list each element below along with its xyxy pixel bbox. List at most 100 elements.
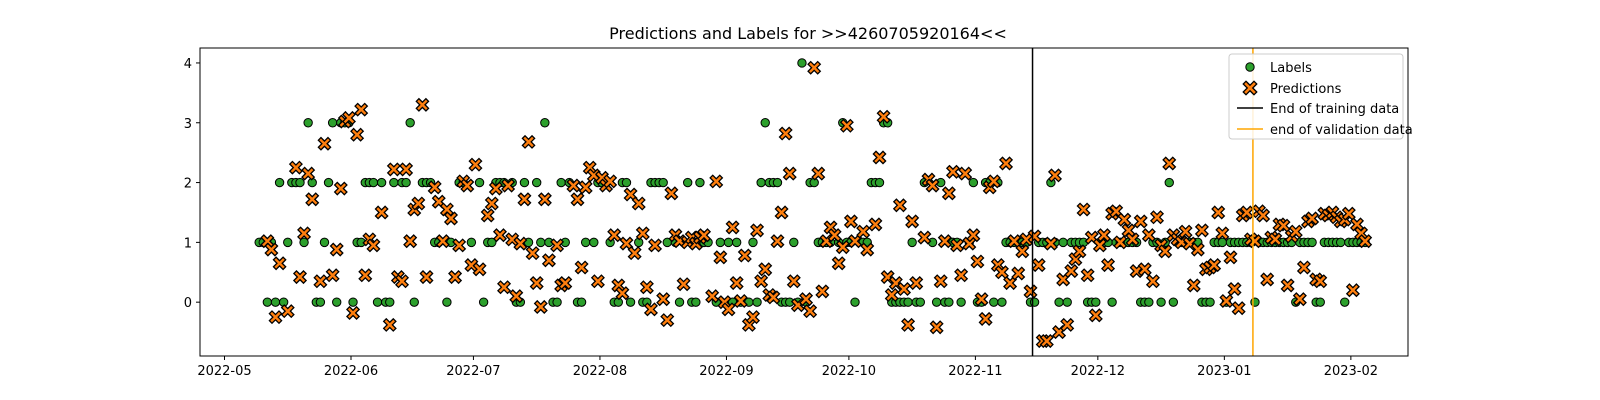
prediction-point <box>558 276 573 291</box>
label-point <box>731 237 742 248</box>
prediction-point <box>366 238 381 253</box>
prediction-point <box>517 192 532 207</box>
prediction-point <box>374 205 389 220</box>
prediction-point <box>1068 252 1083 267</box>
prediction-point <box>872 150 887 165</box>
prediction-point <box>382 317 397 332</box>
label-point <box>1168 297 1179 307</box>
prediction-point <box>827 228 842 243</box>
prediction-point <box>497 280 512 295</box>
label-point <box>1107 297 1117 307</box>
label-point <box>1156 297 1166 307</box>
prediction-point <box>533 299 548 314</box>
prediction-point <box>627 246 642 261</box>
prediction-point <box>1011 266 1026 281</box>
prediction-point <box>672 234 687 249</box>
label-point <box>589 237 599 248</box>
prediction-point <box>754 274 769 289</box>
prediction-point <box>807 60 822 75</box>
label-point <box>376 177 387 188</box>
prediction-point <box>676 277 691 292</box>
label-point <box>323 177 334 188</box>
prediction-point <box>856 224 871 239</box>
label-point <box>997 297 1007 307</box>
label-point <box>348 297 358 307</box>
prediction-point <box>1280 278 1295 293</box>
label-point <box>691 297 701 307</box>
prediction-point <box>1052 325 1067 340</box>
prediction-point <box>909 276 924 291</box>
prediction-point <box>272 256 287 271</box>
label-point <box>519 177 530 188</box>
label-point <box>621 177 632 188</box>
label-point <box>552 297 562 307</box>
label-point <box>536 237 546 248</box>
prediction-point <box>950 238 965 253</box>
prediction-point <box>1084 230 1099 245</box>
label-point <box>270 297 281 307</box>
prediction-point <box>611 278 626 293</box>
prediction-point <box>435 234 450 249</box>
prediction-point <box>1256 208 1271 223</box>
prediction-point <box>566 178 581 193</box>
prediction-point <box>998 156 1014 171</box>
label-point <box>944 297 954 307</box>
legend-marker-labels <box>1245 62 1255 72</box>
x-tick-label: 2022-06 <box>324 364 378 379</box>
prediction-point <box>1341 206 1356 221</box>
prediction-point <box>725 220 740 235</box>
prediction-point <box>1268 232 1283 247</box>
prediction-point <box>905 214 920 229</box>
prediction-point <box>1101 258 1116 273</box>
prediction-point <box>484 196 499 211</box>
x-tick-label: 2022-07 <box>446 364 500 379</box>
prediction-point <box>1137 262 1152 277</box>
prediction-point <box>892 198 907 213</box>
prediction-point <box>831 256 846 271</box>
prediction-point <box>1219 293 1234 309</box>
prediction-point <box>1060 317 1075 332</box>
prediction-point <box>1305 211 1320 226</box>
label-point <box>968 177 979 188</box>
prediction-point <box>1239 205 1254 220</box>
label-point <box>989 297 999 307</box>
prediction-point <box>419 270 434 285</box>
prediction-point <box>770 234 785 249</box>
prediction-point <box>656 292 671 307</box>
prediction-point <box>758 262 773 277</box>
label-point <box>658 177 668 188</box>
prediction-point <box>774 205 789 220</box>
label-point <box>1205 297 1215 307</box>
x-tick-label: 2022-12 <box>1071 364 1125 379</box>
prediction-point <box>615 286 630 301</box>
prediction-point <box>954 268 969 283</box>
label-point <box>327 118 338 128</box>
prediction-point <box>1088 308 1103 323</box>
prediction-point <box>803 304 818 319</box>
label-point <box>466 237 477 248</box>
prediction-point <box>962 236 977 251</box>
prediction-point <box>1092 238 1107 253</box>
prediction-point <box>313 274 328 289</box>
prediction-point <box>631 196 646 211</box>
prediction-point <box>884 287 899 303</box>
prediction-point <box>778 126 793 141</box>
prediction-point <box>411 196 426 211</box>
prediction-point <box>329 242 344 257</box>
label-point <box>748 237 758 248</box>
label-point <box>332 297 342 307</box>
label-point <box>1091 297 1101 307</box>
prediction-point <box>643 302 658 317</box>
y-tick-label: 1 <box>184 236 192 251</box>
prediction-point <box>635 226 650 241</box>
label-point <box>556 177 566 188</box>
prediction-point <box>917 230 932 245</box>
label-point <box>474 177 485 188</box>
label-point <box>931 297 942 307</box>
prediction-point <box>1162 156 1177 171</box>
label-point <box>756 177 766 188</box>
label-point <box>915 297 926 307</box>
label-point <box>752 297 762 307</box>
label-point <box>478 297 489 307</box>
